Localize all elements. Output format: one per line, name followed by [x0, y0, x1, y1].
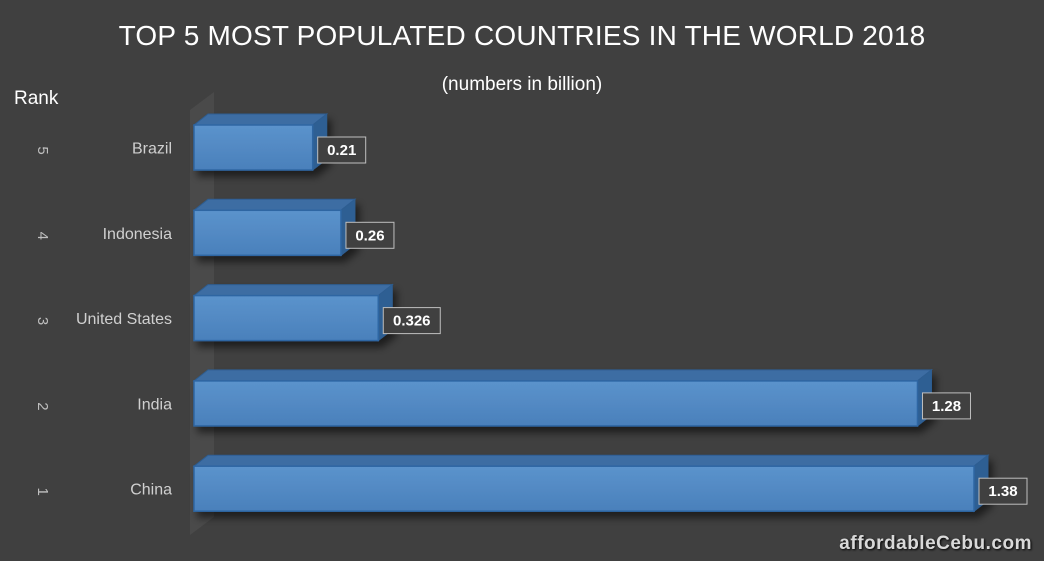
category-label: India — [137, 396, 172, 413]
category-label: Brazil — [132, 141, 172, 158]
rank-tick-label: 4 — [34, 232, 51, 240]
bars-group: 1.38 China 1 1.28 India 2 0.326 United States 3 0… — [34, 112, 1028, 513]
bar-top-face — [192, 369, 933, 382]
category-label: China — [130, 482, 172, 499]
rank-tick-label: 5 — [34, 146, 51, 154]
bar-top-face — [192, 198, 357, 211]
value-label-box — [921, 392, 971, 420]
bar — [192, 198, 357, 257]
bar — [192, 454, 990, 513]
rank-tick-label: 2 — [34, 402, 51, 410]
bar — [192, 112, 329, 172]
chart-title: TOP 5 MOST POPULATED COUNTRIES IN THE WO… — [118, 20, 926, 51]
rank-tick-label: 1 — [34, 488, 51, 496]
value-label-box — [978, 477, 1028, 505]
value-label: 1.28 — [932, 398, 961, 415]
bar-front-face — [193, 380, 919, 427]
bar-front-face — [193, 124, 314, 171]
bar-front-face — [193, 294, 380, 342]
value-label: 0.326 — [393, 313, 431, 330]
bar — [192, 283, 394, 342]
bar-top-face — [192, 284, 394, 297]
value-label: 0.21 — [327, 142, 356, 159]
rank-axis-label: Rank — [14, 88, 59, 109]
bar — [192, 368, 933, 427]
bar-front-face — [193, 209, 342, 257]
bar-top-face — [192, 113, 329, 126]
watermark: affordableCebu.com — [839, 533, 1032, 554]
bar-top-face — [192, 454, 990, 467]
value-label: 0.26 — [355, 227, 384, 244]
value-label: 1.38 — [988, 483, 1017, 500]
category-label: Indonesia — [103, 226, 172, 243]
rank-tick-label: 3 — [34, 317, 51, 325]
chart-subtitle: (numbers in billion) — [441, 74, 603, 95]
value-label-box — [345, 221, 395, 249]
value-label-box — [382, 307, 441, 335]
category-label: United States — [76, 311, 172, 328]
value-label-box — [317, 136, 367, 164]
bar-front-face — [193, 465, 975, 512]
